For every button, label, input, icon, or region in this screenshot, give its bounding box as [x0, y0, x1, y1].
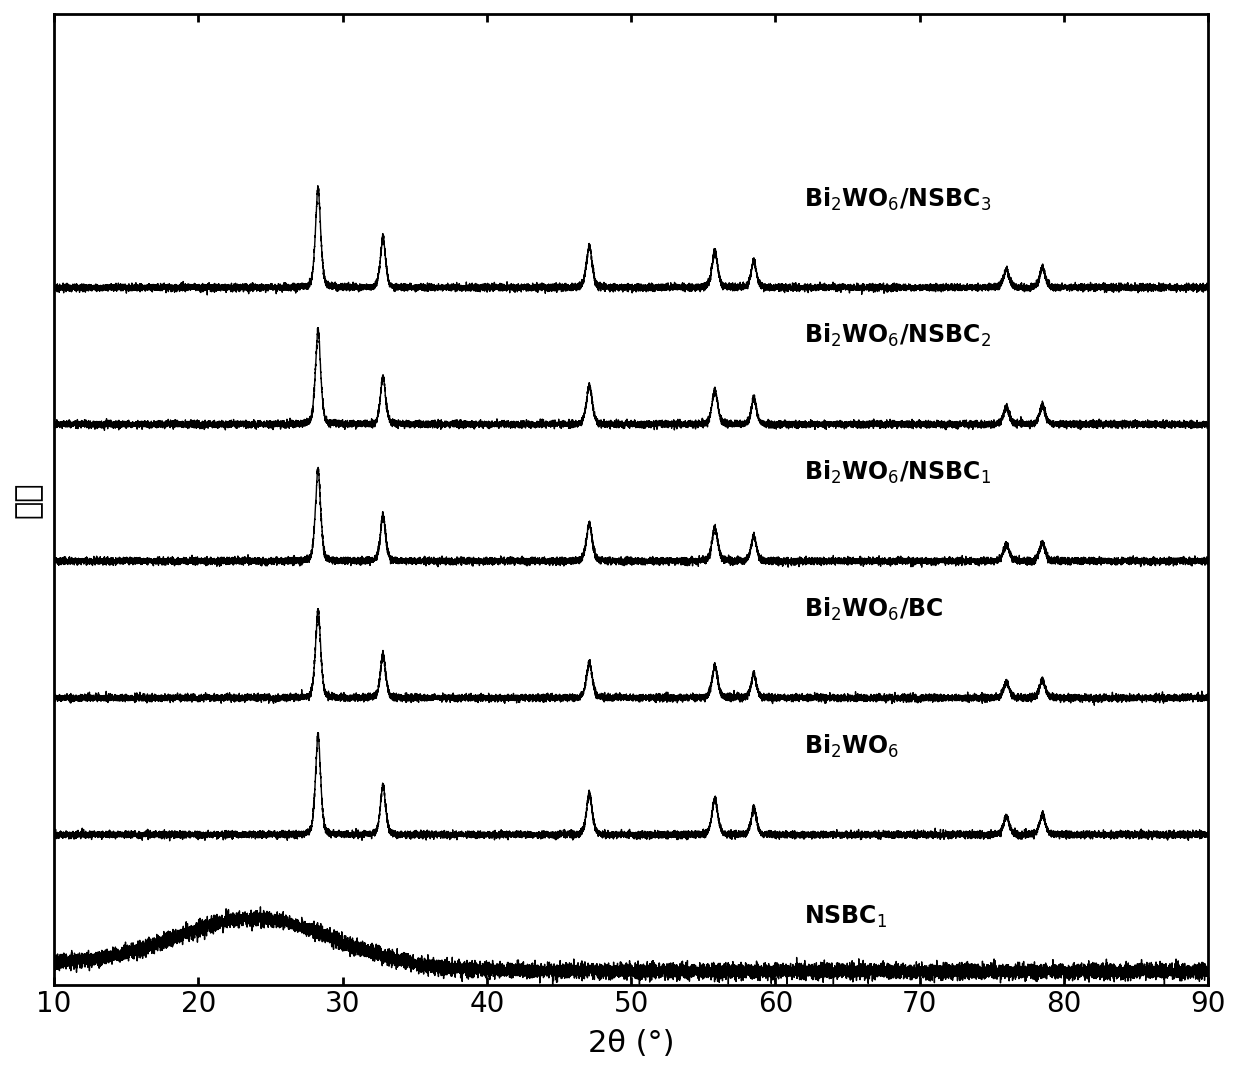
Text: Bi$_2$WO$_6$/NSBC$_1$: Bi$_2$WO$_6$/NSBC$_1$ — [805, 459, 992, 487]
Text: Bi$_2$WO$_6$/BC: Bi$_2$WO$_6$/BC — [805, 596, 944, 623]
Y-axis label: 强度: 强度 — [14, 481, 43, 518]
Text: Bi$_2$WO$_6$/NSBC$_2$: Bi$_2$WO$_6$/NSBC$_2$ — [805, 323, 992, 349]
Text: Bi$_2$WO$_6$/NSBC$_3$: Bi$_2$WO$_6$/NSBC$_3$ — [805, 185, 992, 212]
Text: Bi$_2$WO$_6$: Bi$_2$WO$_6$ — [805, 732, 900, 760]
Text: NSBC$_1$: NSBC$_1$ — [805, 904, 888, 930]
X-axis label: 2θ (°): 2θ (°) — [588, 1029, 675, 1058]
